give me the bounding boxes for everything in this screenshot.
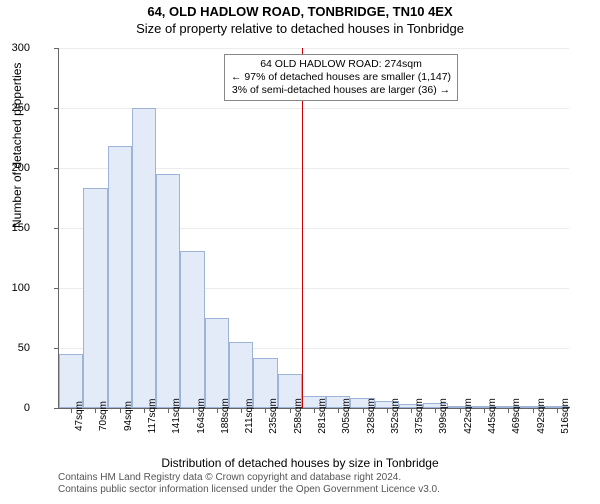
histogram-bar xyxy=(108,146,132,408)
xtick-mark xyxy=(290,408,291,413)
annotation-line: 3% of semi-detached houses are larger (3… xyxy=(231,84,451,97)
x-axis-label: Distribution of detached houses by size … xyxy=(0,456,600,470)
y-axis-label: Number of detached properties xyxy=(10,63,24,228)
chart-title-main: 64, OLD HADLOW ROAD, TONBRIDGE, TN10 4EX xyxy=(0,4,600,19)
xtick-label: 399sqm xyxy=(438,398,449,434)
histogram-bar xyxy=(132,108,156,408)
xtick-mark xyxy=(265,408,266,413)
xtick-mark xyxy=(435,408,436,413)
ytick-label: 0 xyxy=(0,402,30,414)
xtick-label: 445sqm xyxy=(487,398,498,434)
plot-region: 47sqm70sqm94sqm117sqm141sqm164sqm188sqm2… xyxy=(58,48,569,409)
footer-line-2: Contains public sector information licen… xyxy=(58,484,440,496)
xtick-mark xyxy=(144,408,145,413)
histogram-bar xyxy=(205,318,229,408)
xtick-mark xyxy=(193,408,194,413)
ytick-mark xyxy=(54,48,59,49)
xtick-mark xyxy=(120,408,121,413)
xtick-mark xyxy=(460,408,461,413)
ytick-label: 300 xyxy=(0,42,30,54)
ytick-mark xyxy=(54,288,59,289)
xtick-label: 492sqm xyxy=(536,398,547,434)
xtick-mark xyxy=(338,408,339,413)
annotation-line: ← 97% of detached houses are smaller (1,… xyxy=(231,71,451,84)
xtick-mark xyxy=(217,408,218,413)
chart-area: 47sqm70sqm94sqm117sqm141sqm164sqm188sqm2… xyxy=(58,48,568,408)
ytick-label: 200 xyxy=(0,162,30,174)
ytick-mark xyxy=(54,408,59,409)
reference-line xyxy=(302,48,303,408)
xtick-mark xyxy=(363,408,364,413)
footer-line-1: Contains HM Land Registry data © Crown c… xyxy=(58,472,440,484)
xtick-label: 516sqm xyxy=(560,398,571,434)
xtick-mark xyxy=(557,408,558,413)
ytick-label: 50 xyxy=(0,342,30,354)
xtick-mark xyxy=(484,408,485,413)
ytick-mark xyxy=(54,228,59,229)
xtick-mark xyxy=(533,408,534,413)
annotation-line: 64 OLD HADLOW ROAD: 274sqm xyxy=(231,58,451,71)
xtick-mark xyxy=(71,408,72,413)
xtick-mark xyxy=(241,408,242,413)
xtick-label: 422sqm xyxy=(463,398,474,434)
xtick-mark xyxy=(387,408,388,413)
footer-attribution: Contains HM Land Registry data © Crown c… xyxy=(58,472,440,496)
annotation-box: 64 OLD HADLOW ROAD: 274sqm← 97% of detac… xyxy=(224,54,458,101)
ytick-label: 150 xyxy=(0,222,30,234)
xtick-mark xyxy=(168,408,169,413)
histogram-bar xyxy=(156,174,180,408)
xtick-label: 469sqm xyxy=(511,398,522,434)
ytick-mark xyxy=(54,168,59,169)
chart-title-sub: Size of property relative to detached ho… xyxy=(0,21,600,36)
xtick-mark xyxy=(508,408,509,413)
histogram-bar xyxy=(180,251,204,408)
ytick-mark xyxy=(54,108,59,109)
ytick-mark xyxy=(54,348,59,349)
xtick-mark xyxy=(411,408,412,413)
histogram-bar xyxy=(83,188,107,408)
histogram-bar xyxy=(59,354,83,408)
xtick-mark xyxy=(314,408,315,413)
gridline xyxy=(59,48,569,49)
ytick-label: 250 xyxy=(0,102,30,114)
xtick-mark xyxy=(95,408,96,413)
ytick-label: 100 xyxy=(0,282,30,294)
